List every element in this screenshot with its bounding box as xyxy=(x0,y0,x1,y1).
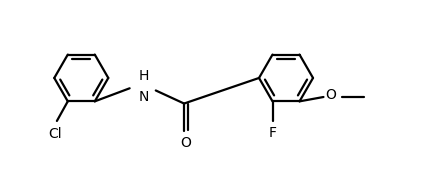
Text: F: F xyxy=(268,126,277,140)
Text: O: O xyxy=(325,88,336,102)
Text: H: H xyxy=(139,69,149,83)
Text: N: N xyxy=(139,90,149,104)
Text: O: O xyxy=(180,136,191,150)
Text: Cl: Cl xyxy=(48,127,62,141)
